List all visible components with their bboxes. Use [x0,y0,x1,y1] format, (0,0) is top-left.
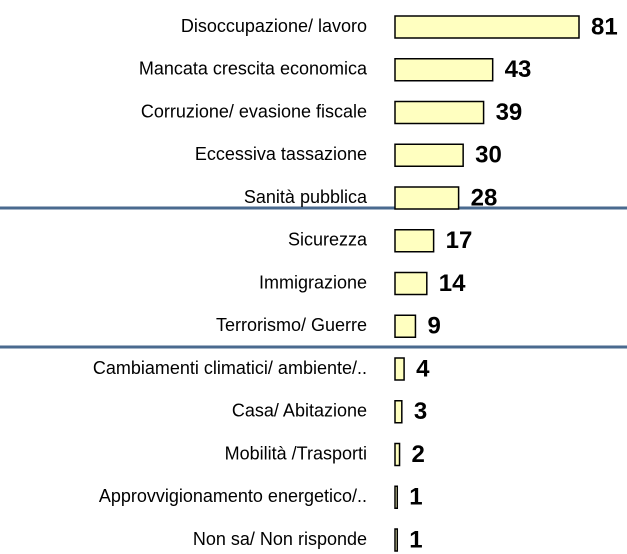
bar [394,485,399,509]
value-label: 28 [471,184,498,211]
category-label: Approvvigionamento energetico/.. [99,486,367,506]
category-label: Non sa/ Non risponde [193,529,367,549]
category-label: Immigrazione [259,272,367,292]
value-label: 1 [409,484,422,511]
bar [394,528,399,552]
category-label: Casa/ Abitazione [232,401,367,421]
value-label: 30 [475,142,502,169]
bar [394,186,460,210]
category-label: Sicurezza [288,230,368,250]
category-label: Cambiamenti climatici/ ambiente/.. [93,358,367,378]
bar [394,314,417,338]
value-label: 4 [416,355,430,382]
bar [394,100,485,125]
value-label: 1 [409,526,422,553]
value-label: 39 [496,99,523,126]
category-label: Mobilità /Trasporti [225,443,367,463]
value-label: 14 [439,270,466,297]
category-label: Terrorismo/ Guerre [216,315,367,335]
category-label: Sanità pubblica [244,187,368,207]
value-label: 2 [412,441,425,468]
category-label: Mancata crescita economica [139,59,368,79]
value-label: 17 [446,227,473,254]
category-label: Corruzione/ evasione fiscale [141,101,367,121]
category-label: Disoccupazione/ lavoro [181,16,367,36]
value-label: 81 [591,13,618,40]
value-label: 43 [505,56,532,83]
bar [394,271,428,296]
value-label: 9 [427,313,440,340]
bar [394,357,405,381]
category-label: Eccessiva tassazione [195,144,367,164]
bar [394,58,494,82]
bar [394,229,435,253]
bar [394,400,403,424]
bar [394,15,580,39]
bar [394,143,464,167]
bar [394,442,401,467]
value-label: 3 [414,398,427,425]
